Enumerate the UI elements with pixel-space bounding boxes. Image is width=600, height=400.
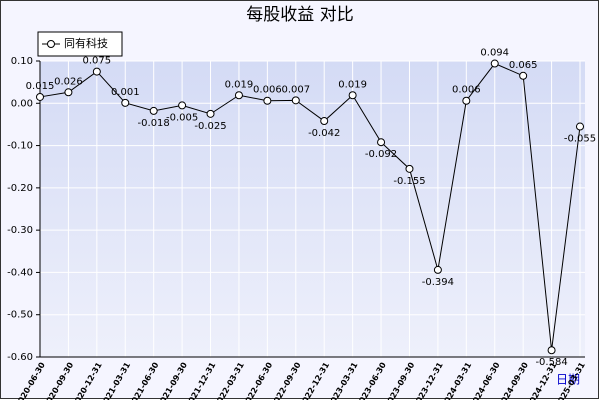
x-axis-label: 日期 [556,373,580,387]
legend-marker [47,40,55,48]
plot-area [40,61,585,357]
point [206,109,215,118]
y-tick-label: 0.00 [11,98,33,109]
point [121,98,130,107]
point [178,101,187,110]
legend-label: 同有科技 [64,36,108,50]
data-label: -0.025 [194,121,226,132]
point [320,117,329,126]
point [576,122,584,131]
data-label: 0.065 [509,60,538,71]
point [433,265,442,274]
y-tick-label: -0.60 [7,352,33,363]
series-line [39,62,581,351]
data-label: 0.094 [480,48,509,59]
point [291,96,300,105]
point [64,88,73,97]
data-label: -0.394 [422,277,454,288]
data-label: 0.019 [225,79,254,90]
data-label: -0.584 [535,357,567,368]
point [263,96,272,105]
y-tick-label: -0.40 [7,267,33,278]
point [149,106,158,115]
data-label: 0.015 [26,81,55,92]
data-label: 0.007 [281,84,310,95]
point [462,96,471,105]
data-label: 0.026 [54,76,83,87]
data-label: 0.006 [253,85,282,96]
point [234,91,243,100]
data-label: 0.006 [452,85,481,96]
point [519,71,528,80]
point [36,92,44,101]
y-tick-label: -0.30 [7,225,33,236]
data-label: -0.092 [365,149,397,160]
point [547,346,556,355]
data-label: 0.075 [83,56,112,67]
point [490,59,499,68]
data-label: -0.055 [564,134,596,145]
point [405,164,414,173]
data-label: -0.155 [393,176,425,187]
data-label: -0.018 [138,118,170,129]
data-label: 0.019 [338,79,367,90]
data-label: 0.001 [111,87,140,98]
data-label: -0.005 [166,112,198,123]
y-tick-label: -0.10 [7,141,33,152]
point [377,138,386,147]
point [348,91,357,100]
point [92,67,101,76]
y-tick-label: -0.50 [7,310,33,321]
chart-title: 每股收益 对比 [246,5,353,25]
data-label: -0.042 [308,128,340,139]
y-tick-label: -0.20 [7,183,33,194]
y-tick-label: 0.10 [11,56,33,67]
